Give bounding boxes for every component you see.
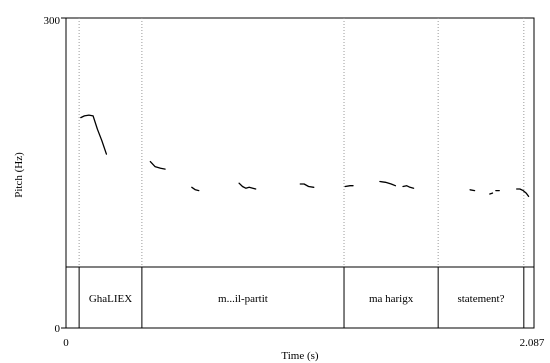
pitch-segment xyxy=(344,185,354,188)
interval-label: ma harigx xyxy=(369,293,414,305)
y-tick-label-top: 300 xyxy=(44,15,61,27)
x-tick-label-end: 2.087 xyxy=(520,337,545,349)
pitch-segment xyxy=(238,182,257,190)
y-axis-title: Pitch (Hz) xyxy=(13,152,25,198)
pitch-segment xyxy=(191,186,200,192)
interval-label: statement? xyxy=(457,293,504,305)
plot-frame xyxy=(65,17,535,329)
pitch-segment xyxy=(299,183,315,188)
pitch-segment xyxy=(379,180,397,187)
pitch-segment xyxy=(149,160,166,170)
chart-text: 300 0 0 2.087 Time (s) Pitch (Hz) xyxy=(13,15,545,362)
interval-label: GhaLIEX xyxy=(89,293,132,305)
pitch-segment xyxy=(489,192,494,195)
pitch-segment xyxy=(469,189,476,192)
plot-area: GhaLIEX m...il-partit ma harigx statement? xyxy=(61,17,535,329)
pitch-segment xyxy=(402,185,415,189)
x-tick-label-start: 0 xyxy=(63,337,69,349)
pitch-segment xyxy=(80,114,108,155)
pitch-segment xyxy=(516,188,530,198)
interval-label: m...il-partit xyxy=(218,293,268,305)
y-tick-label-bottom: 0 xyxy=(55,323,61,335)
x-axis-title: Time (s) xyxy=(281,350,319,362)
